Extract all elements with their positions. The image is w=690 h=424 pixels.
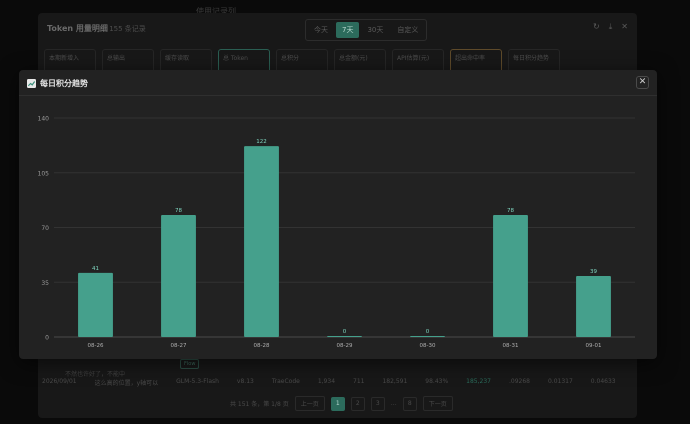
row-cell: .09268 bbox=[508, 378, 530, 385]
daily-points-trend-modal: 每日积分趋势 ✕ 0 35 70 105 140 41 08-26 78 08-27 122 08-… bbox=[19, 70, 657, 359]
date-range-tabs: 今天 7天 30天 自定义 bbox=[305, 19, 428, 41]
row-version: v8.13 bbox=[236, 378, 254, 385]
y-tick-label: 35 bbox=[41, 280, 49, 287]
data-label: 78 bbox=[507, 208, 514, 214]
x-tick-label: 08-28 bbox=[254, 343, 270, 349]
close-button[interactable]: ✕ bbox=[636, 76, 649, 89]
next-page-button[interactable]: 下一页 bbox=[422, 396, 453, 411]
background-header-text: 使用记录列 bbox=[196, 7, 236, 16]
prev-page-button[interactable]: 上一页 bbox=[294, 396, 325, 411]
range-tab-7days[interactable]: 7天 bbox=[336, 22, 360, 38]
record-count: 共 155 条记录 bbox=[100, 25, 146, 33]
bar bbox=[327, 336, 362, 337]
refresh-icon[interactable]: ↻ bbox=[593, 22, 600, 31]
row-date: 2026/09/01 bbox=[42, 378, 77, 385]
data-label: 39 bbox=[590, 269, 597, 275]
pagination: 共 151 条，第 1/8 页 上一页 1 2 3 … 8 下一页 bbox=[230, 396, 453, 411]
window-title: Token 用量明细 bbox=[47, 24, 108, 33]
data-label: 122 bbox=[256, 139, 267, 145]
bar bbox=[244, 146, 279, 337]
row-cell: 98.43% bbox=[425, 378, 449, 385]
row-desc: 这么高的位置，y轴可以 bbox=[94, 380, 159, 387]
row-cell: 0.01317 bbox=[547, 378, 573, 385]
pagination-total: 共 151 条，第 1/8 页 bbox=[230, 401, 289, 408]
x-tick-label: 08-31 bbox=[503, 343, 519, 349]
page-button[interactable]: 8 bbox=[402, 396, 417, 411]
row-badge: Flow bbox=[180, 359, 200, 369]
row-cell: 182,591 bbox=[382, 378, 408, 385]
y-tick-label: 140 bbox=[38, 116, 50, 123]
x-tick-label: 08-26 bbox=[88, 343, 104, 349]
row-cell: 0.04633 bbox=[590, 378, 616, 385]
row-cell: 1,934 bbox=[317, 378, 336, 385]
page-button[interactable]: 3 bbox=[370, 396, 385, 411]
bar bbox=[410, 336, 445, 337]
bar bbox=[576, 275, 611, 337]
range-tab-30days[interactable]: 30天 bbox=[367, 26, 384, 34]
data-label: 0 bbox=[426, 329, 430, 335]
download-icon[interactable]: ⤓ bbox=[608, 22, 613, 31]
window-toolbar: ↻ ⤓ ✕ bbox=[593, 22, 628, 32]
row-cell: 185,237 bbox=[466, 378, 491, 385]
y-tick-label: 0 bbox=[45, 335, 49, 342]
y-tick-label: 105 bbox=[38, 170, 50, 177]
data-label: 41 bbox=[92, 266, 99, 272]
range-tab-today[interactable]: 今天 bbox=[314, 26, 328, 34]
bar-chart: 0 35 70 105 140 41 08-26 78 08-27 122 08-28 0 08-29 0… bbox=[38, 116, 635, 349]
close-icon[interactable]: ✕ bbox=[621, 22, 628, 31]
row-cell: 711 bbox=[353, 378, 365, 385]
page-button[interactable]: 2 bbox=[350, 396, 365, 411]
page-button[interactable]: 1 bbox=[330, 396, 345, 411]
modal-title: 每日积分趋势 bbox=[40, 79, 88, 88]
bar bbox=[493, 214, 528, 337]
modal-title-group: 每日积分趋势 bbox=[27, 78, 88, 89]
x-tick-label: 08-30 bbox=[420, 343, 436, 349]
x-tick-label: 09-01 bbox=[586, 343, 602, 349]
x-tick-label: 08-29 bbox=[337, 343, 353, 349]
data-label: 78 bbox=[175, 208, 182, 214]
row-tool: TraeCode bbox=[271, 378, 300, 385]
bar bbox=[78, 272, 113, 337]
chart-icon bbox=[27, 79, 36, 88]
table-row[interactable]: 2026/09/01 这么高的位置，y轴可以 GLM-5.3-Flash v8.… bbox=[42, 378, 616, 387]
y-tick-label: 70 bbox=[41, 225, 49, 232]
bar bbox=[161, 214, 196, 337]
pagination-ellipsis: … bbox=[390, 400, 397, 407]
row-model: GLM-5.3-Flash bbox=[176, 378, 219, 385]
data-label: 0 bbox=[343, 329, 347, 335]
range-tab-custom[interactable]: 自定义 bbox=[397, 26, 419, 34]
modal-header: 每日积分趋势 ✕ bbox=[19, 70, 657, 96]
row-note: 不然也许好了，不能中 bbox=[65, 371, 126, 378]
x-tick-label: 08-27 bbox=[171, 343, 187, 349]
